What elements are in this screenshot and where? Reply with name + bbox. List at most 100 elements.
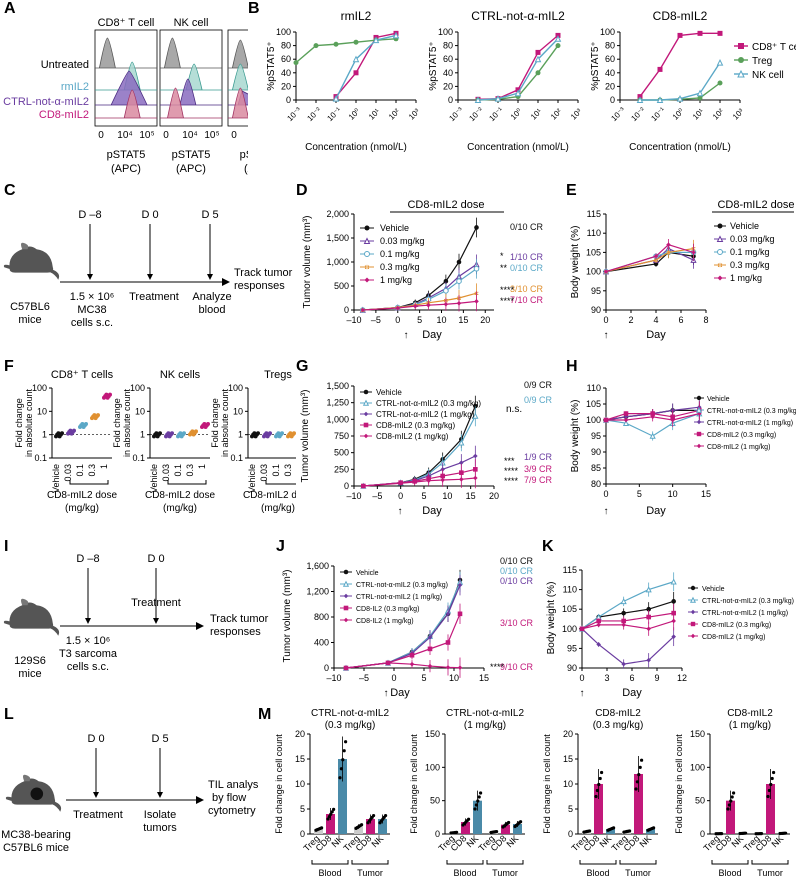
x-tick-label: 0 <box>395 315 400 325</box>
data-point <box>595 788 599 793</box>
data-point <box>649 432 656 439</box>
legend-marker <box>696 419 702 425</box>
bar <box>634 774 643 834</box>
timepoint-label: D 0 <box>87 733 104 745</box>
x-tick-label: 10⁰ <box>347 107 362 122</box>
data-point <box>409 661 415 667</box>
legend-label: Treg <box>752 56 772 67</box>
data-point <box>206 421 210 426</box>
x-tick-label: NK <box>769 833 785 849</box>
y-tick-label: 2,000 <box>326 209 349 219</box>
mouse-label: C57BL6 mice <box>3 842 69 854</box>
data-point <box>657 66 663 72</box>
data-point <box>473 453 478 459</box>
timepoint-label: D 5 <box>201 209 218 221</box>
x-tick-label: Vehicle <box>247 464 257 493</box>
x-tick-label: 0 <box>579 673 584 683</box>
arrowhead <box>147 274 153 280</box>
legend-marker <box>695 406 703 413</box>
bar <box>766 784 775 834</box>
y-axis-label: in absolute count <box>122 388 132 457</box>
legend-label: CD8-mIL2 (0.3 mg/kg) <box>702 622 771 629</box>
mouse-label: 129S6 <box>14 655 46 667</box>
y-tick-label: 10 <box>37 406 47 416</box>
data-point <box>579 626 585 632</box>
cr-label: 0/10 CR <box>500 566 534 576</box>
data-point <box>596 618 601 624</box>
y-tick-label: 95 <box>591 286 601 296</box>
y-axis-label: in absolute count <box>220 388 230 457</box>
data-point <box>645 586 652 593</box>
data-point <box>769 782 773 787</box>
data-point <box>467 817 471 821</box>
legend-label: 0.03 mg/kg <box>380 236 425 246</box>
panel-letter-g: G <box>296 358 309 375</box>
data-point <box>458 439 465 446</box>
data-point <box>770 776 774 781</box>
arrowhead <box>93 792 99 798</box>
track-label: responses <box>210 626 261 638</box>
data-point <box>353 70 359 76</box>
y-tick-label: 100 <box>690 762 705 772</box>
data-point <box>395 305 401 311</box>
data-point <box>495 829 499 834</box>
y-tick-label: 95 <box>591 431 601 441</box>
data-point <box>473 265 480 272</box>
x-tick-label: 0.1 <box>271 464 281 477</box>
mouse-icon <box>3 598 60 636</box>
dose-title: CD8-mIL2 dose <box>407 199 484 211</box>
x-axis-label: Day <box>390 687 410 699</box>
data-point <box>628 829 632 833</box>
data-point <box>621 610 626 616</box>
x-tick-label: 0 <box>603 315 608 325</box>
legend-marker <box>362 399 370 406</box>
panel-letter-k: K <box>542 538 554 555</box>
y-tick-label: 115 <box>587 209 601 219</box>
y-tick-label: 80 <box>591 479 601 489</box>
data-point <box>620 597 627 605</box>
legend-marker <box>363 411 369 417</box>
mouse-shape <box>9 602 54 629</box>
y-tick-label: 1,500 <box>326 381 349 391</box>
data-point <box>256 431 260 436</box>
data-point <box>766 794 770 799</box>
x-tick-label: 10⁻² <box>629 105 647 123</box>
mouse-shape <box>21 242 29 250</box>
data-point <box>653 257 659 263</box>
axis-label: (APC) <box>176 163 206 175</box>
axis-tick: 10⁵ <box>204 130 219 141</box>
x-tick-label: 10 <box>442 491 452 501</box>
x-tick-label: 20 <box>489 491 499 501</box>
x-tick-label: 2 <box>628 315 633 325</box>
group-bracket <box>446 860 484 865</box>
y-tick-label: 0 <box>700 829 705 839</box>
y-axis-label: Body weight (%) <box>570 226 581 299</box>
y-tick-label: 1 <box>42 430 47 440</box>
data-point <box>636 96 644 103</box>
data-point <box>477 795 481 799</box>
series-line <box>335 34 397 99</box>
y-tick-label: 1,600 <box>306 561 329 571</box>
x-axis-label: Concentration (nmol/L) <box>629 142 731 153</box>
y-axis-label: Fold change in cell count <box>274 734 284 834</box>
significance: **** <box>490 662 505 672</box>
dose-arrow: ↑ <box>604 330 609 341</box>
y-tick-label: 60 <box>281 54 291 64</box>
data-point <box>459 460 464 465</box>
data-point <box>60 431 64 436</box>
axis-tick: 10⁵ <box>139 130 154 141</box>
data-point <box>638 765 642 769</box>
y-tick-label: 95 <box>567 643 577 653</box>
y-tick-label: 10 <box>563 779 573 789</box>
y-tick-label: 100 <box>438 27 453 37</box>
bar <box>473 800 482 834</box>
y-tick-label: 1,000 <box>326 257 349 267</box>
data-point <box>360 307 366 313</box>
legend-label: 0.3 mg/kg <box>730 260 770 270</box>
y-tick-label: 0 <box>610 95 615 105</box>
data-point <box>84 421 88 426</box>
series-line <box>345 662 461 669</box>
legend-label: 0.1 mg/kg <box>730 247 770 257</box>
